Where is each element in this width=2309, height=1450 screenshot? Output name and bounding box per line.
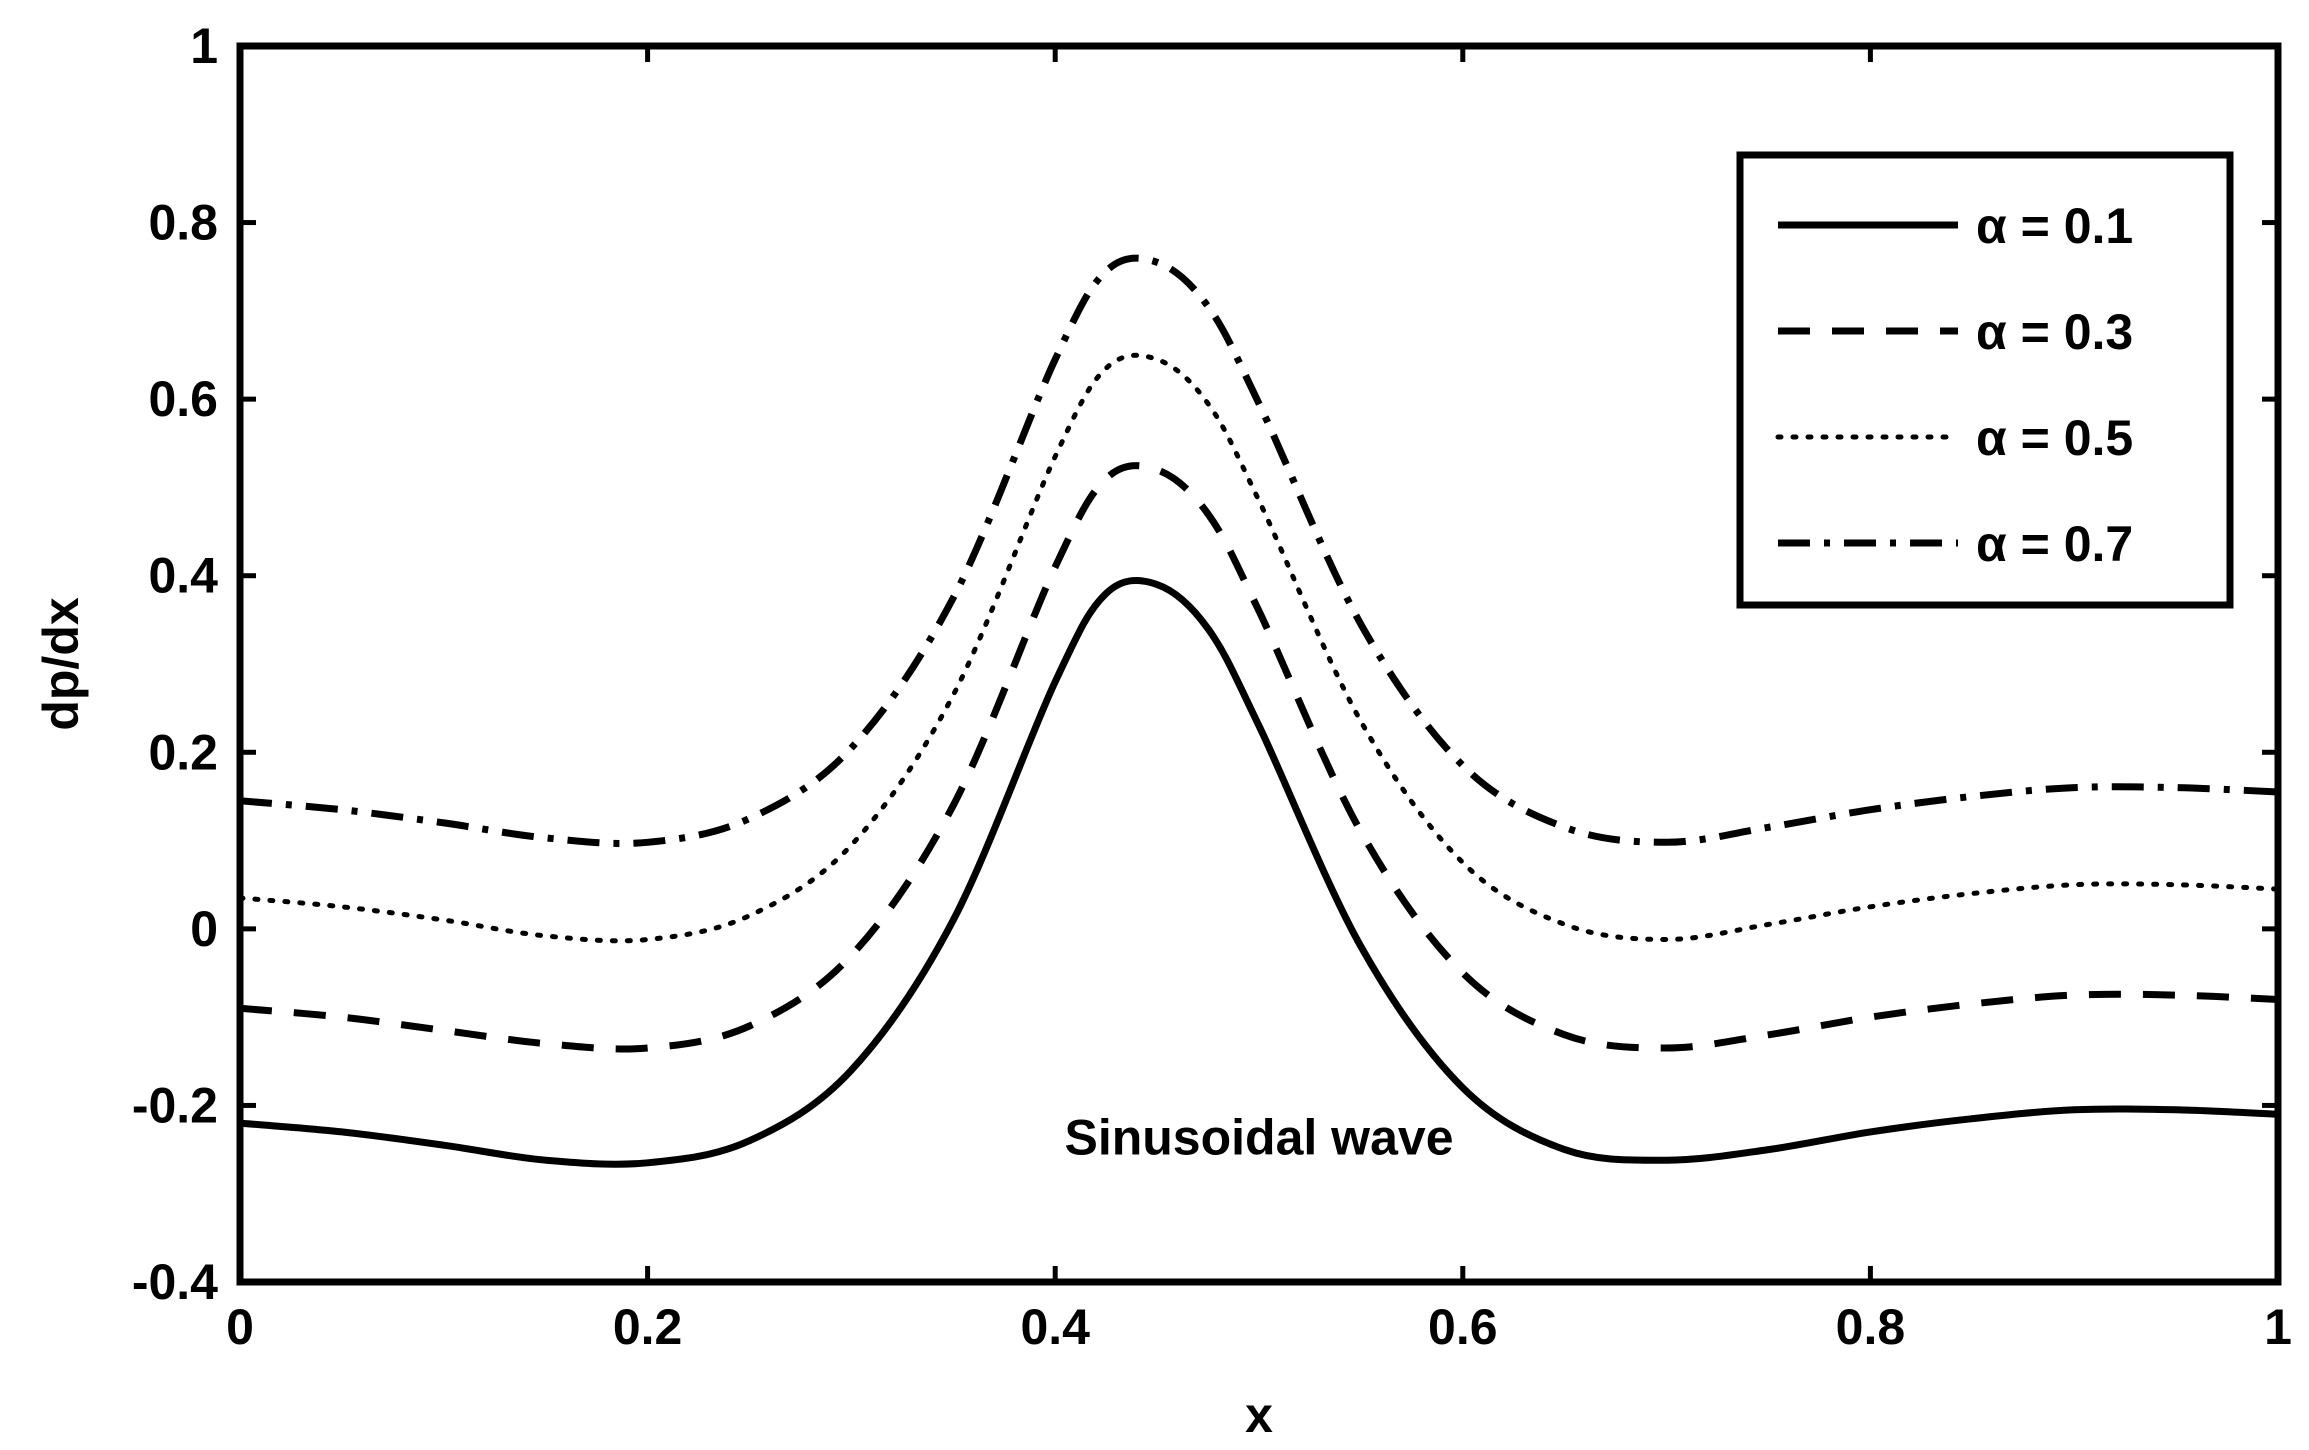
series-line-2 xyxy=(239,462,2279,1053)
x-axis-title: x xyxy=(1245,1387,1273,1443)
y-tick-label: 1 xyxy=(190,18,218,74)
y-tick-label: 0.8 xyxy=(148,195,218,251)
x-tick-label: 0.4 xyxy=(1020,1299,1090,1355)
legend: α = 0.1 α = 0.3 α = 0.5 α = 0.7 xyxy=(1736,151,2234,609)
series-layer xyxy=(237,254,2281,1168)
legend-label-1: α = 0.1 xyxy=(1976,198,2133,254)
y-tick-label: 0 xyxy=(190,901,218,957)
annotation-layer: Sinusoidal wave xyxy=(1064,1109,1453,1165)
legend-label-2: α = 0.3 xyxy=(1976,304,2133,360)
plot-frame xyxy=(236,42,2282,1286)
x-tick-label: 0.6 xyxy=(1428,1299,1498,1355)
series-line-1 xyxy=(239,576,2279,1168)
x-tick-label: 0.8 xyxy=(1836,1299,1906,1355)
legend-label-3: α = 0.5 xyxy=(1976,410,2133,466)
ticks-layer xyxy=(237,43,2281,1285)
x-tick-label: 1 xyxy=(2264,1299,2292,1355)
y-tick-label: -0.2 xyxy=(132,1077,218,1133)
legend-label-4: α = 0.7 xyxy=(1976,516,2133,572)
y-axis-title: dp/dx xyxy=(33,597,89,731)
y-tick-label: 0.6 xyxy=(148,371,218,427)
x-tick-label: 0 xyxy=(226,1299,254,1355)
legend-box xyxy=(1736,151,2234,609)
labels-layer: 0 0.2 0.4 0.6 0.8 1 -0.4 -0.2 0 0.2 0.4 0.6 0.8 1 xyxy=(132,18,2292,1355)
y-tick-label: -0.4 xyxy=(132,1254,218,1310)
y-tick-label: 0.2 xyxy=(148,724,218,780)
series-line-4 xyxy=(239,254,2279,847)
annotation-text: Sinusoidal wave xyxy=(1064,1109,1453,1165)
y-tick-label: 0.4 xyxy=(148,548,218,604)
x-tick-label: 0.2 xyxy=(613,1299,683,1355)
